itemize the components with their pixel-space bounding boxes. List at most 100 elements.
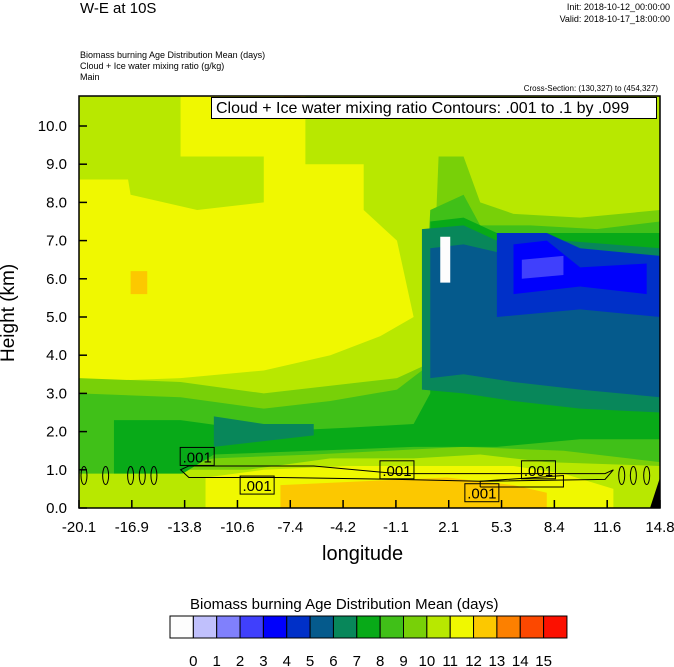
y-axis-label: Height (km)	[0, 263, 19, 362]
y-tick-label: 4.0	[46, 347, 67, 364]
colorbar-box	[262, 615, 288, 639]
contour-label: .001	[524, 463, 553, 480]
plot-title: W-E at 10S	[80, 0, 157, 17]
colorbar-label: 5	[306, 653, 314, 667]
upper-green-patch	[113, 95, 264, 211]
colorbar-box	[169, 615, 194, 639]
terrain-fill	[650, 477, 660, 508]
colorbar-label: 9	[399, 653, 407, 667]
colorbar-box	[403, 615, 428, 639]
contour-ellipse	[127, 466, 135, 486]
cloud-contours: .001 .001 .001 .001 .001	[80, 446, 651, 503]
y-tick-label: 8.0	[46, 194, 67, 211]
contour-line	[479, 474, 564, 488]
colorbar-label: 8	[376, 653, 384, 667]
light-blue-patch	[521, 255, 564, 279]
x-tick-label: -4.2	[330, 519, 356, 536]
contour-label: .001	[382, 463, 411, 480]
colorbar-box	[473, 615, 498, 639]
valid-time: Valid: 2018-10-17_18:00:00	[559, 14, 670, 24]
colorbar-label: 14	[512, 653, 529, 667]
field-label-main: Main	[80, 72, 100, 82]
x-tick-label: 2.1	[438, 519, 459, 536]
field-label-cloud: Cloud + Ice water mixing ratio (g/kg)	[80, 61, 225, 71]
colorbar-box	[449, 615, 475, 639]
contour-ellipse	[80, 466, 88, 486]
colorbar-title: Biomass burning Age Distribution Mean (d…	[190, 596, 499, 613]
contour-label-box	[464, 483, 500, 503]
colorbar-box	[309, 615, 334, 639]
colorbar-box	[379, 615, 404, 639]
axes: -20.1 -16.9 -13.8 -10.6 -7.4 -4.2 -1.1 2.1 5.3 8.…	[38, 118, 674, 536]
y-tick-label: 2.0	[46, 424, 67, 441]
x-tick-label: -1.1	[383, 519, 409, 536]
x-tick-label: 5.3	[491, 519, 512, 536]
colorbar-box	[519, 615, 545, 639]
x-tick-label: -13.8	[168, 519, 202, 536]
init-time: Init: 2018-10-12_00:00:00	[566, 2, 670, 12]
colorbar-label: 11	[442, 653, 458, 667]
colorbar-label: 2	[236, 653, 244, 667]
age-distribution-field	[79, 95, 660, 508]
colorbar-label: 6	[329, 653, 337, 667]
colorbar-label: 10	[419, 653, 436, 667]
colorbar-box	[332, 615, 358, 639]
y-tick-label: 7.0	[46, 233, 67, 250]
colorbar-label: 4	[283, 653, 291, 667]
contour-label-box	[179, 446, 215, 466]
contour-ellipse	[629, 466, 637, 486]
x-tick-label: 11.6	[593, 519, 621, 536]
white-patch	[440, 236, 451, 283]
colorbar-box	[426, 615, 451, 639]
contour-ellipse	[102, 466, 110, 486]
field-label-age: Biomass burning Age Distribution Mean (d…	[80, 50, 266, 60]
contour-label-box	[520, 460, 556, 480]
y-tick-label: 3.0	[46, 385, 67, 402]
y-tick-label: 6.0	[46, 271, 67, 288]
y-tick-label: 10.0	[38, 118, 67, 135]
contour-label: .001	[467, 486, 496, 503]
contour-label-box	[239, 475, 275, 495]
x-tick-label: 8.4	[544, 519, 565, 536]
colorbar: 0 1 2 3 4 5 6 7 8 9 10 11 12 13 14 15	[169, 615, 568, 667]
colorbar-label: 3	[259, 653, 267, 667]
x-tick-label: -20.1	[62, 519, 96, 536]
colorbar-box	[286, 615, 311, 639]
colorbar-box	[543, 615, 568, 639]
x-tick-label: 14.8	[645, 519, 674, 536]
contour-ellipse	[618, 466, 626, 486]
cross-section-label: Cross-Section: (130,327) to (454,327)	[523, 84, 658, 93]
orange-patch	[130, 271, 148, 295]
x-tick-label: -7.4	[277, 519, 303, 536]
contour-ellipse	[138, 466, 146, 486]
colorbar-box	[496, 615, 521, 639]
y-tick-label: 1.0	[46, 462, 67, 479]
colorbar-box	[192, 615, 218, 639]
contour-label: .001	[183, 449, 212, 466]
colorbar-label: 1	[213, 653, 221, 667]
y-tick-label: 5.0	[46, 309, 67, 326]
contour-ellipse	[150, 466, 158, 486]
colorbar-label: 12	[465, 653, 482, 667]
x-tick-label: -10.6	[220, 519, 254, 536]
colorbar-label: 15	[535, 653, 552, 667]
y-tick-label: 0.0	[46, 500, 67, 517]
colorbar-box	[216, 615, 241, 639]
plot-frame	[78, 95, 661, 509]
contour-label: .001	[243, 478, 272, 495]
colorbar-label: 13	[489, 653, 506, 667]
colorbar-label: 7	[353, 653, 361, 667]
colorbar-label: 0	[189, 653, 197, 667]
teal-patch	[213, 416, 314, 447]
colorbar-box	[356, 615, 381, 639]
contour-line	[179, 465, 614, 482]
bright-blue-region	[513, 240, 647, 295]
contour-label-box	[379, 460, 415, 480]
contour-info-label: Cloud + Ice water mixing ratio Contours:…	[211, 97, 657, 119]
y-tick-label: 9.0	[46, 156, 67, 173]
colorbar-box	[239, 615, 264, 639]
x-tick-label: -16.9	[115, 519, 149, 536]
contour-ellipse	[643, 466, 651, 486]
